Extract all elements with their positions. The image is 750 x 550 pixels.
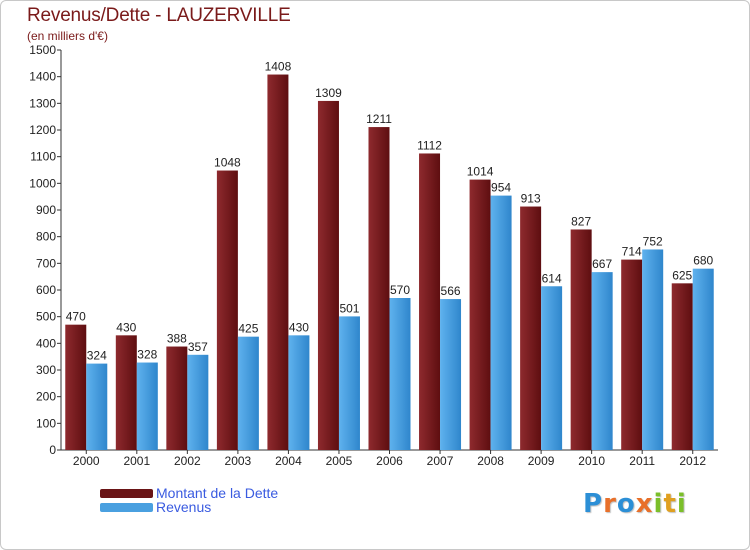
x-tick-label: 2004 bbox=[275, 454, 302, 468]
legend-swatch-debt bbox=[100, 489, 153, 498]
x-tick-label: 2000 bbox=[73, 454, 100, 468]
logo-letter: o bbox=[616, 489, 636, 519]
bar-revenue bbox=[338, 316, 360, 450]
y-tick-label: 200 bbox=[36, 390, 56, 404]
bar-debt bbox=[570, 229, 592, 450]
logo-letter: r bbox=[603, 489, 617, 519]
data-label-revenue: 425 bbox=[238, 322, 258, 336]
bar-revenue bbox=[187, 354, 209, 450]
y-tick-label: 100 bbox=[36, 416, 56, 430]
bar-debt bbox=[267, 74, 289, 451]
x-tick-label: 2002 bbox=[174, 454, 201, 468]
data-label-revenue: 614 bbox=[542, 271, 562, 285]
bar-revenue bbox=[440, 299, 462, 450]
data-label-debt: 913 bbox=[521, 192, 541, 206]
x-tick-label: 2006 bbox=[376, 454, 403, 468]
bar-debt bbox=[115, 335, 137, 450]
data-label-revenue: 328 bbox=[137, 348, 157, 362]
chart-axes: 0 100 200 300 400 500 600 700 800 900 1000 1100 1200… bbox=[29, 43, 718, 468]
data-label-debt: 625 bbox=[672, 268, 692, 282]
y-tick-label: 1300 bbox=[29, 96, 56, 110]
y-tick-label: 1000 bbox=[29, 176, 56, 190]
logo-letter: t bbox=[663, 489, 677, 519]
chart-subtitle: (en milliers d'€) bbox=[27, 29, 108, 43]
y-tick-label: 1500 bbox=[29, 43, 56, 57]
chart-bars bbox=[65, 74, 714, 451]
data-label-revenue: 430 bbox=[289, 320, 309, 334]
y-tick-label: 500 bbox=[36, 310, 56, 324]
data-label-debt: 470 bbox=[66, 310, 86, 324]
y-tick-label: 800 bbox=[36, 230, 56, 244]
legend-swatch-revenue bbox=[100, 503, 153, 512]
y-tick-label: 300 bbox=[36, 363, 56, 377]
legend-label-debt: Montant de la Dette bbox=[156, 485, 279, 501]
data-label-debt: 1014 bbox=[467, 165, 494, 179]
data-label-debt: 1408 bbox=[265, 60, 292, 74]
bar-revenue bbox=[389, 298, 411, 450]
bar-revenue bbox=[642, 249, 664, 450]
x-tick-label: 2012 bbox=[679, 454, 706, 468]
data-label-debt: 1048 bbox=[214, 156, 241, 170]
bar-debt bbox=[419, 153, 441, 450]
data-label-debt: 430 bbox=[116, 320, 136, 334]
data-label-debt: 388 bbox=[167, 332, 187, 346]
data-label-revenue: 680 bbox=[693, 254, 713, 268]
x-tick-label: 2003 bbox=[225, 454, 252, 468]
data-label-revenue: 501 bbox=[339, 301, 359, 315]
x-tick-label: 2007 bbox=[427, 454, 454, 468]
data-label-debt: 1309 bbox=[315, 86, 342, 100]
bar-revenue bbox=[692, 268, 714, 450]
bar-debt bbox=[216, 170, 238, 451]
x-tick-label: 2008 bbox=[477, 454, 504, 468]
data-label-debt: 1211 bbox=[366, 112, 392, 126]
x-tick-label: 2011 bbox=[629, 454, 655, 468]
bar-revenue bbox=[86, 363, 108, 450]
y-tick-label: 0 bbox=[49, 443, 56, 457]
legend-label-revenue: Revenus bbox=[156, 499, 212, 515]
logo-letter: x bbox=[635, 489, 654, 519]
y-tick-label: 1400 bbox=[29, 70, 56, 84]
proxiti-logo: Proxiti bbox=[583, 489, 687, 519]
chart-data-labels: 4703244303283883571048425140843013095011… bbox=[66, 60, 714, 363]
bar-revenue bbox=[288, 335, 310, 450]
bar-revenue bbox=[490, 195, 512, 450]
y-tick-label: 700 bbox=[36, 256, 56, 270]
data-label-revenue: 566 bbox=[441, 284, 461, 298]
logo-letter: i bbox=[653, 489, 664, 519]
x-tick-label: 2010 bbox=[578, 454, 605, 468]
bar-debt bbox=[166, 346, 188, 450]
y-tick-label: 400 bbox=[36, 336, 56, 350]
data-label-debt: 714 bbox=[622, 245, 642, 259]
bar-debt bbox=[368, 127, 390, 451]
bar-debt bbox=[317, 100, 339, 450]
bar-revenue bbox=[237, 336, 259, 450]
x-tick-label: 2001 bbox=[123, 454, 150, 468]
bar-debt bbox=[520, 206, 542, 450]
y-tick-label: 1100 bbox=[30, 150, 56, 164]
bar-revenue bbox=[136, 362, 158, 450]
bar-debt bbox=[65, 324, 87, 450]
bar-debt bbox=[469, 179, 491, 450]
data-label-revenue: 752 bbox=[643, 234, 663, 248]
bar-debt bbox=[621, 259, 643, 450]
logo-letter: P bbox=[583, 489, 604, 519]
y-tick-label: 1200 bbox=[29, 123, 56, 137]
y-tick-label: 900 bbox=[36, 203, 56, 217]
x-tick-label: 2009 bbox=[528, 454, 555, 468]
x-tick-label: 2005 bbox=[326, 454, 353, 468]
bar-revenue bbox=[541, 286, 563, 450]
data-label-revenue: 357 bbox=[188, 340, 208, 354]
data-label-debt: 1112 bbox=[417, 138, 442, 152]
logo-letter: i bbox=[676, 489, 687, 519]
data-label-revenue: 954 bbox=[491, 181, 511, 195]
bar-revenue bbox=[591, 272, 613, 450]
data-label-revenue: 570 bbox=[390, 283, 410, 297]
chart-title: Revenus/Dette - LAUZERVILLE bbox=[27, 5, 291, 26]
bar-debt bbox=[671, 283, 693, 450]
y-tick-label: 600 bbox=[36, 283, 56, 297]
data-label-revenue: 324 bbox=[87, 349, 107, 363]
data-label-revenue: 667 bbox=[592, 257, 612, 271]
data-label-debt: 827 bbox=[571, 214, 591, 228]
